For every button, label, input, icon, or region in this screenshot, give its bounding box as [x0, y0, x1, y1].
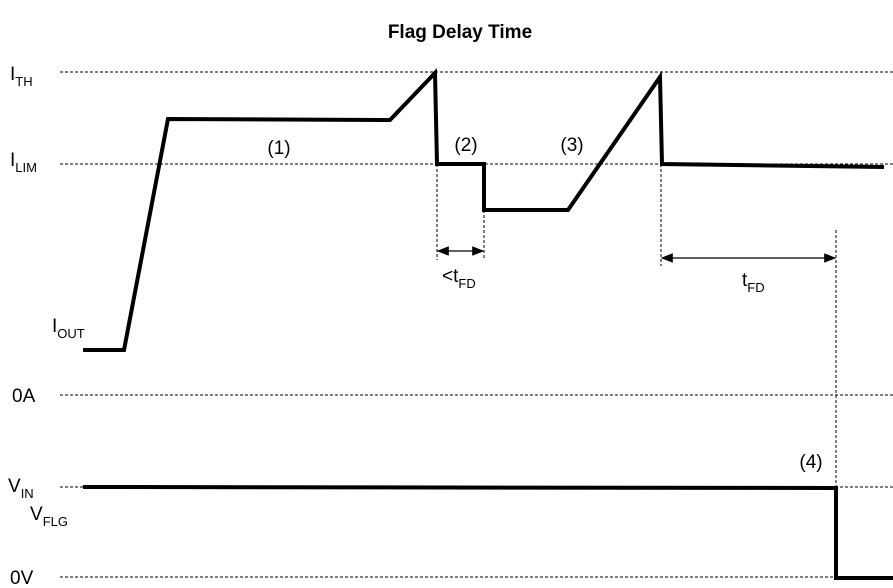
full-interval-label: tFD — [742, 270, 765, 295]
vflg-waveform — [82, 485, 893, 580]
vin-label: VIN — [8, 476, 34, 501]
annotation: (1) — [267, 138, 290, 159]
vflg-label: VFLG — [30, 504, 68, 529]
short-interval-label: <tFD — [442, 266, 476, 291]
zero-a-label: 0A — [12, 386, 36, 407]
title: Flag Delay Time — [388, 22, 532, 43]
annotation: (2) — [454, 135, 477, 156]
ith-label: ITH — [10, 64, 33, 89]
annotations: (1) (2) (3) (4) — [267, 135, 822, 473]
iout-waveform — [83, 68, 885, 352]
annotation: (3) — [560, 135, 583, 156]
annotation: (4) — [799, 452, 822, 473]
iout-label: IOUT — [52, 316, 85, 341]
level-labels: ITH ILIM IOUT 0A VIN VFLG 0V — [8, 64, 85, 588]
ilim-label: ILIM — [10, 150, 37, 175]
zero-v-label: 0V — [10, 568, 34, 588]
